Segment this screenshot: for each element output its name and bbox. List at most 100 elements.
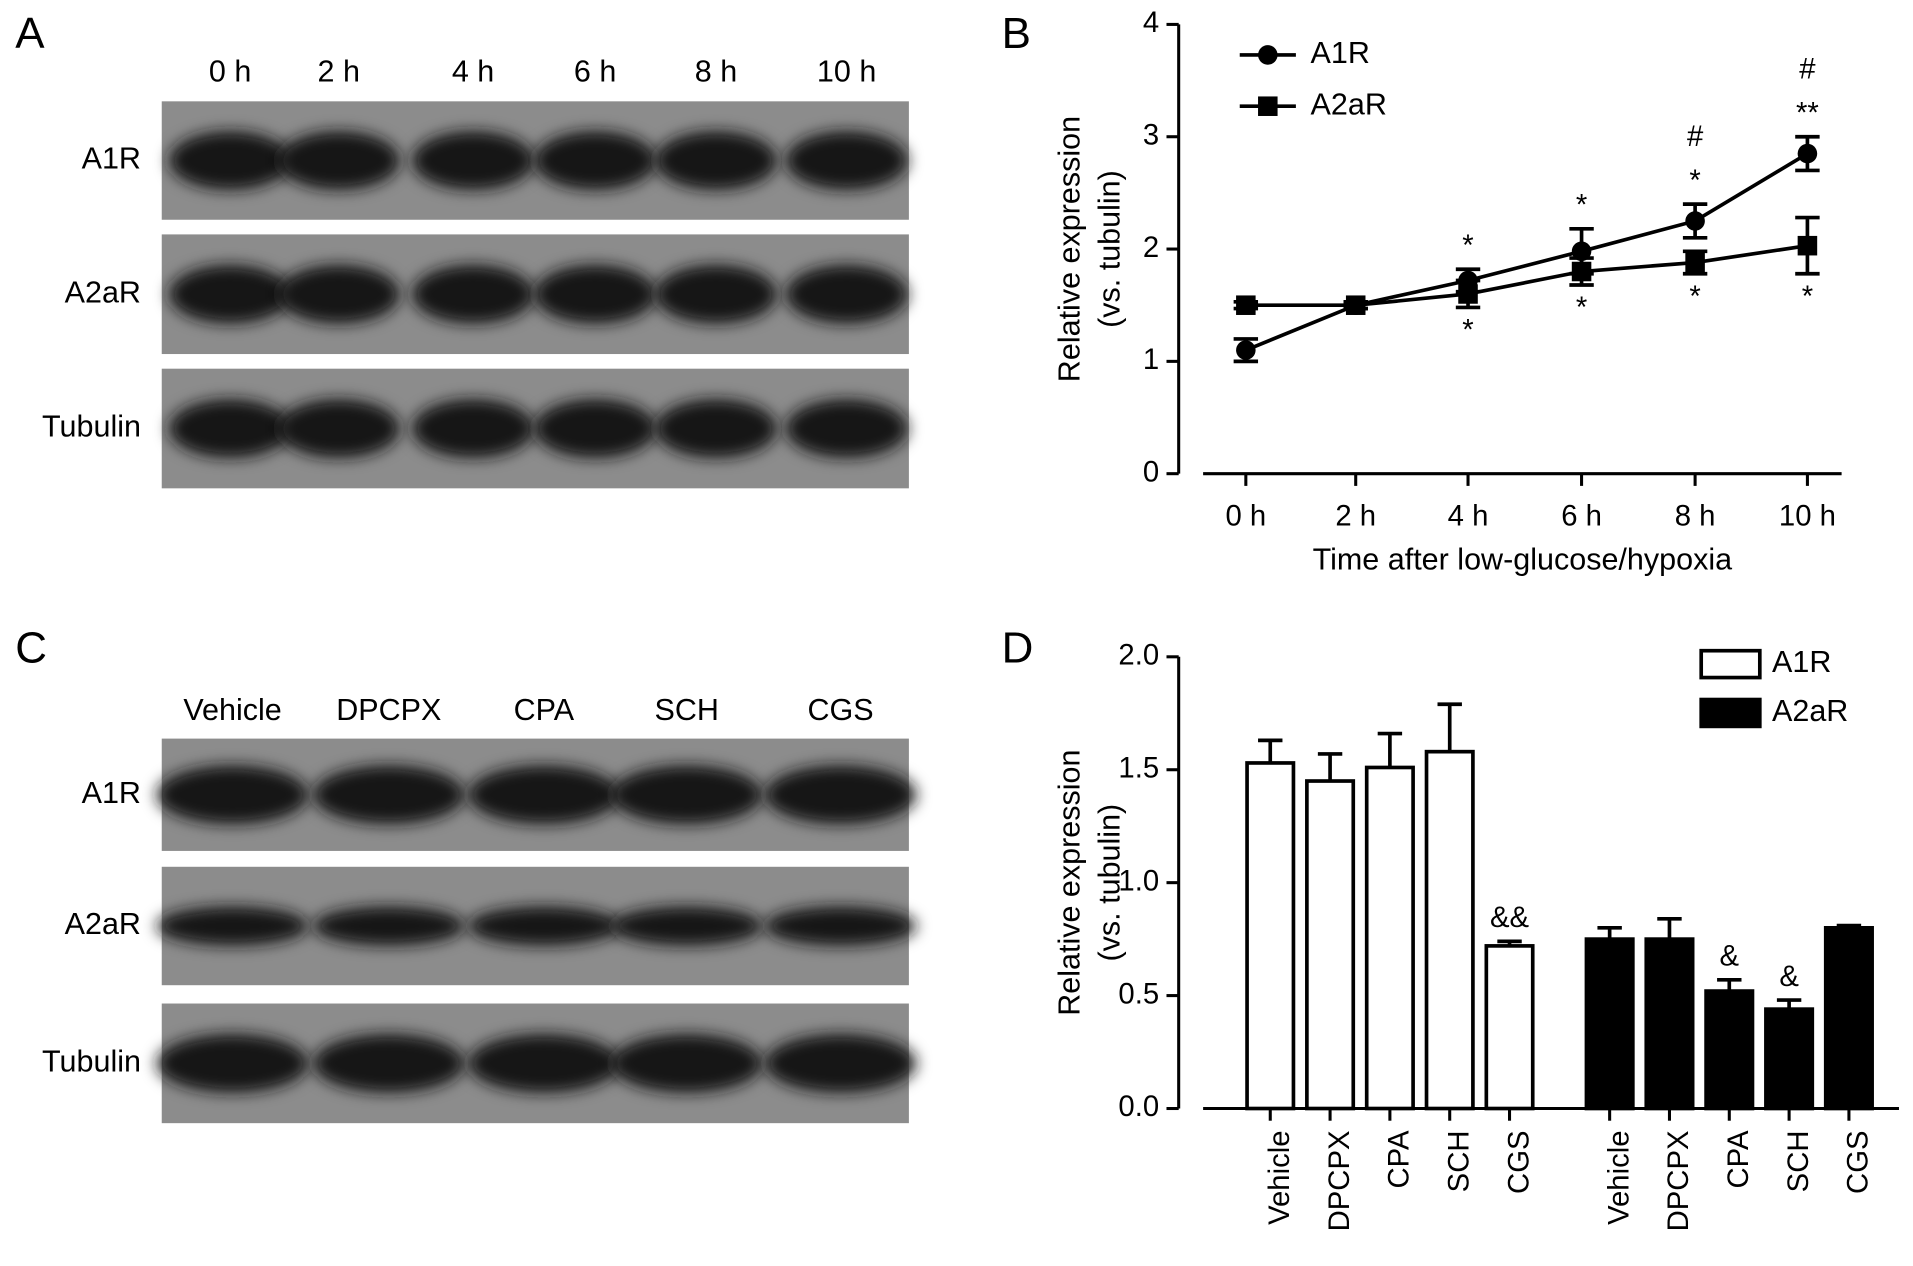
band — [785, 399, 908, 458]
error-bar — [1657, 916, 1682, 940]
x-tick-label: 2 h — [1335, 499, 1376, 532]
lane-label: 6 h — [574, 54, 616, 88]
x-tick-label: Vehicle — [1263, 1130, 1296, 1224]
error-bar — [1258, 738, 1283, 763]
x-tick-label: 6 h — [1561, 499, 1602, 532]
row-label: A2aR — [65, 907, 141, 941]
bar — [1424, 749, 1475, 1111]
x-tick-label: 4 h — [1448, 499, 1489, 532]
annotation: * — [1802, 280, 1813, 313]
band — [611, 765, 763, 825]
y-axis-title-line: Relative expression — [1052, 750, 1086, 1016]
y-axis-title: Relative expression (vs. tubulin) — [1052, 750, 1126, 1016]
row-label: A1R — [82, 776, 141, 810]
annotation: * — [1462, 314, 1473, 347]
panel-letter: B — [1002, 9, 1031, 58]
band — [412, 264, 535, 324]
error-bar — [1437, 702, 1462, 752]
bar — [1364, 765, 1415, 1111]
y-tick-label: 1.0 — [1118, 864, 1159, 897]
annotation: * — [1689, 280, 1700, 313]
bar — [1644, 937, 1695, 1111]
bar — [1823, 925, 1874, 1111]
x-tick-label: SCH — [1782, 1130, 1815, 1192]
band — [785, 131, 908, 190]
legend-marker — [1258, 96, 1278, 116]
annotation: # — [1687, 120, 1704, 153]
x-tick-label: DPCPX — [1662, 1130, 1695, 1231]
bar — [1704, 989, 1755, 1111]
band — [654, 131, 778, 190]
legend-swatch — [1699, 648, 1762, 680]
annotation: * — [1462, 229, 1473, 262]
band — [313, 1034, 465, 1093]
error-bar — [1597, 925, 1622, 940]
marker — [1685, 252, 1705, 273]
x-tick-label: 10 h — [1779, 499, 1836, 532]
annotation: & — [1779, 960, 1799, 993]
band — [277, 399, 400, 458]
band — [169, 399, 292, 458]
band — [156, 765, 309, 825]
legend-marker — [1258, 45, 1278, 65]
y-tick-label: 0 — [1143, 455, 1159, 488]
y-tick-label: 1 — [1143, 343, 1159, 376]
x-tick-label: Vehicle — [1602, 1130, 1635, 1224]
marker — [1458, 284, 1478, 304]
band — [654, 399, 778, 458]
row-label: Tubulin — [42, 410, 141, 444]
y-tick-label: 0.0 — [1118, 1090, 1159, 1123]
annotation: # — [1799, 53, 1816, 86]
legend-swatch — [1699, 697, 1762, 729]
lane-label: 4 h — [452, 54, 494, 88]
y-tick-label: 1.5 — [1118, 751, 1159, 784]
x-tick-label: DPCPX — [1323, 1130, 1356, 1231]
x-tick-label: 0 h — [1225, 499, 1266, 532]
marker — [1797, 143, 1818, 164]
band — [277, 264, 400, 324]
band — [412, 131, 535, 190]
series-line — [1245, 152, 1809, 352]
marker — [1797, 235, 1818, 256]
legend-label: A2aR — [1772, 694, 1848, 728]
band — [764, 906, 917, 946]
annotation: * — [1576, 189, 1587, 222]
error-bar — [1377, 731, 1403, 768]
band — [412, 399, 535, 458]
lane-label: CGS — [807, 693, 873, 727]
bar — [1305, 779, 1356, 1111]
band — [277, 131, 400, 190]
marker — [1236, 295, 1256, 315]
legend-label: A1R — [1772, 645, 1831, 679]
error-bar — [1717, 977, 1742, 992]
panel-letter: C — [15, 623, 47, 672]
band — [611, 1034, 763, 1093]
y-axis-title-line: (vs. tubulin) — [1093, 170, 1127, 328]
band — [169, 264, 292, 324]
bar — [1245, 761, 1296, 1111]
y-tick-label: 2.0 — [1118, 639, 1159, 672]
legend-label: A1R — [1311, 36, 1370, 70]
band — [654, 264, 778, 324]
x-tick-label: 8 h — [1675, 499, 1716, 532]
lane-label: 10 h — [817, 54, 876, 88]
y-axis-title: Relative expression (vs. tubulin) — [1052, 116, 1126, 382]
band — [534, 264, 657, 324]
panel-letter: D — [1002, 623, 1034, 672]
lane-label: 8 h — [695, 54, 737, 88]
lane-label: 0 h — [209, 54, 251, 88]
x-tick-label: CGS — [1842, 1130, 1875, 1193]
x-tick-label: CPA — [1722, 1130, 1755, 1189]
y-tick-label: 3 — [1143, 118, 1159, 151]
series-line — [1245, 243, 1808, 308]
band — [611, 906, 763, 946]
annotation: & — [1720, 940, 1740, 973]
band — [534, 131, 657, 190]
x-tick-label: CGS — [1502, 1130, 1535, 1193]
band — [468, 1034, 620, 1093]
band — [468, 906, 620, 946]
band — [764, 765, 917, 825]
lane-label: SCH — [654, 693, 718, 727]
